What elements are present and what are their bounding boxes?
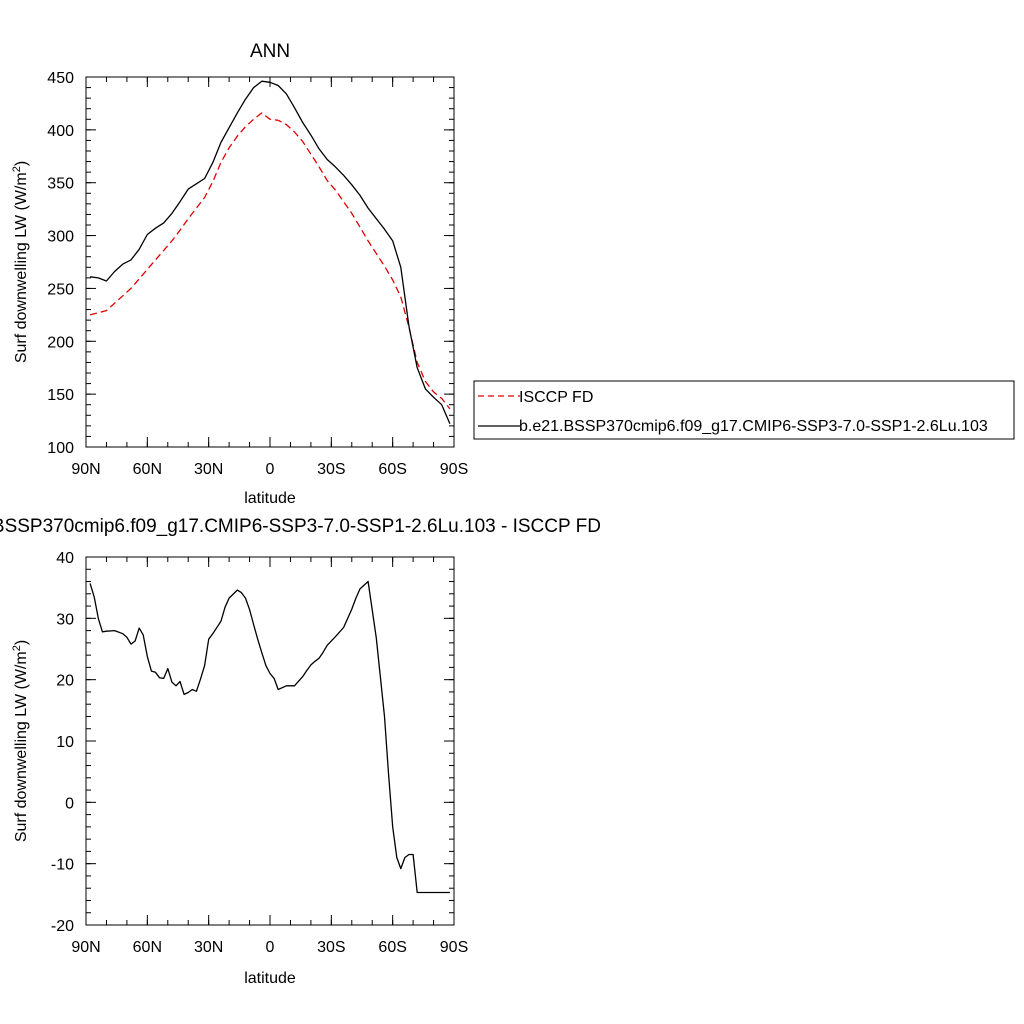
y-tick-label: 450 bbox=[47, 70, 74, 87]
x-tick-label: 60N bbox=[133, 939, 162, 956]
y-tick-label: 150 bbox=[47, 387, 74, 404]
y-axis-label: Surf downwelling LW (W/m2) bbox=[11, 161, 30, 363]
x-tick-labels: 90N 60N 30N 0 30S 60S 90S bbox=[71, 461, 468, 478]
y-tick-label: 40 bbox=[56, 550, 74, 567]
x-tick-label: 90N bbox=[71, 939, 100, 956]
x-axis-label: latitude bbox=[244, 970, 296, 987]
series-lines bbox=[89, 580, 450, 894]
x-tick-labels: 90N 60N 30N 0 30S 60S 90S bbox=[71, 939, 468, 956]
chart-title: b.e21.BSSP370cmip6.f09_g17.CMIP6-SSP3-7.… bbox=[0, 516, 601, 537]
x-tick-label: 30N bbox=[194, 939, 223, 956]
y-tick-label: 300 bbox=[47, 229, 74, 246]
x-axis-label: latitude bbox=[244, 490, 296, 507]
x-tick-label: 0 bbox=[266, 939, 275, 956]
y-tick-labels: -20 -10 0 10 20 30 40 bbox=[51, 550, 74, 935]
y-tick-label: -10 bbox=[51, 857, 74, 874]
x-tick-label: 60S bbox=[378, 939, 406, 956]
y-tick-label: 20 bbox=[56, 673, 74, 690]
x-tick-label: 0 bbox=[266, 461, 275, 478]
y-axis-label-main: Surf downwelling LW (W/m bbox=[13, 651, 30, 842]
x-tick-label: 30N bbox=[194, 461, 223, 478]
y-axis-label-sup: 2 bbox=[11, 645, 23, 651]
y-tick-label: 250 bbox=[47, 281, 74, 298]
series-line-0 bbox=[89, 112, 451, 410]
x-tick-label: 30S bbox=[317, 461, 345, 478]
y-tick-label: 400 bbox=[47, 123, 74, 140]
y-tick-label: 30 bbox=[56, 611, 74, 628]
y-tick-label: 0 bbox=[65, 795, 74, 812]
x-tick-label: 90N bbox=[71, 461, 100, 478]
y-tick-label: 100 bbox=[47, 440, 74, 457]
y-axis-label-main: Surf downwelling LW (W/m bbox=[13, 172, 30, 363]
x-tick-label: 60N bbox=[133, 461, 162, 478]
y-tick-label: -20 bbox=[51, 918, 74, 935]
x-tick-label: 60S bbox=[378, 461, 406, 478]
x-tick-label: 90S bbox=[440, 461, 468, 478]
tick-marks bbox=[85, 76, 455, 448]
series-line-1 bbox=[90, 80, 451, 424]
y-axis-label-sup: 2 bbox=[11, 166, 23, 172]
series-lines bbox=[89, 80, 451, 424]
y-axis-label: Surf downwelling LW (W/m2) bbox=[11, 640, 30, 842]
y-tick-label: 350 bbox=[47, 176, 74, 193]
plot-frame bbox=[85, 556, 455, 926]
series-line-0 bbox=[89, 580, 450, 894]
y-axis-label-end: ) bbox=[13, 640, 30, 645]
legend-label-isccp: ISCCP FD bbox=[519, 389, 593, 406]
bottom-chart: b.e21.BSSP370cmip6.f09_g17.CMIP6-SSP3-7.… bbox=[0, 516, 601, 987]
chart-title: ANN bbox=[250, 41, 290, 62]
top-chart: ANN 90N 60N 30N 0 30S 60S 90S 100 150 200 250 300 3… bbox=[11, 41, 468, 507]
x-tick-label: 30S bbox=[317, 939, 345, 956]
legend: ISCCP FD b.e21.BSSP370cmip6.f09_g17.CMIP… bbox=[473, 380, 1015, 440]
y-tick-labels: 100 150 200 250 300 350 400 450 bbox=[47, 70, 74, 457]
tick-marks bbox=[85, 556, 455, 926]
y-tick-label: 10 bbox=[56, 734, 74, 751]
x-tick-label: 90S bbox=[440, 939, 468, 956]
y-tick-label: 200 bbox=[47, 334, 74, 351]
legend-box bbox=[473, 380, 1015, 440]
legend-label-model: b.e21.BSSP370cmip6.f09_g17.CMIP6-SSP3-7.… bbox=[519, 418, 988, 435]
y-axis-label-end: ) bbox=[13, 161, 30, 166]
